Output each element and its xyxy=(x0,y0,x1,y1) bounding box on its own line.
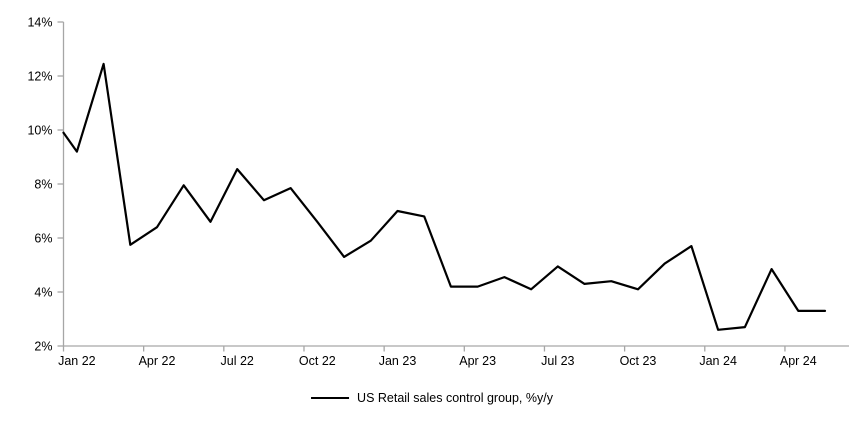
x-tick-label: Jan 23 xyxy=(379,354,417,368)
data-line xyxy=(62,62,827,331)
y-tick-label: 8% xyxy=(34,177,52,191)
y-tick-label: 2% xyxy=(34,339,52,353)
x-tick-label: Apr 24 xyxy=(780,354,817,368)
chart-legend: US Retail sales control group, %y/y xyxy=(311,389,553,406)
x-tick-label: Oct 23 xyxy=(620,354,657,368)
x-tick-label: Jan 22 xyxy=(58,354,96,368)
x-tick-label: Jul 22 xyxy=(221,354,254,368)
y-tick-label: 4% xyxy=(34,285,52,299)
y-tick-label: 6% xyxy=(34,231,52,245)
x-tick-label: Jan 24 xyxy=(699,354,737,368)
y-tick-label: 10% xyxy=(27,123,52,137)
legend-line-swatch xyxy=(311,396,350,399)
x-tick-label: Jul 23 xyxy=(541,354,574,368)
y-tick-label: 14% xyxy=(27,15,52,29)
y-tick-label: 12% xyxy=(27,69,52,83)
legend-label: US Retail sales control group, %y/y xyxy=(357,390,553,405)
x-tick-label: Oct 22 xyxy=(299,354,336,368)
x-tick-label: Apr 23 xyxy=(459,354,496,368)
x-tick-label: Apr 22 xyxy=(139,354,176,368)
